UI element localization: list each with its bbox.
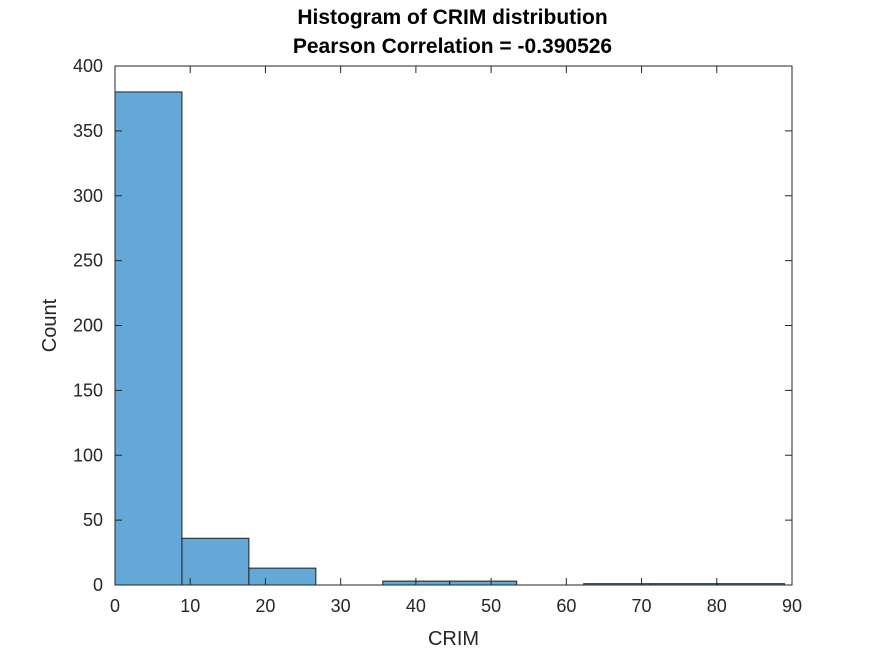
- x-tick-label: 90: [782, 596, 802, 616]
- histogram-bar: [181, 537, 250, 586]
- y-axis-label: Count: [39, 298, 61, 352]
- histogram-bar: [449, 580, 518, 586]
- y-tick-label: 50: [83, 510, 103, 530]
- x-tick-label: 20: [255, 596, 275, 616]
- chart-subtitle: Pearson Correlation = -0.390526: [292, 35, 613, 58]
- x-tick-label: 60: [556, 596, 576, 616]
- x-tick-label: 0: [110, 596, 120, 616]
- x-tick-label: 80: [707, 596, 727, 616]
- chart-title: Histogram of CRIM distribution: [297, 6, 608, 29]
- y-tick-label: 300: [73, 186, 103, 206]
- y-tick-label: 0: [93, 575, 103, 595]
- x-tick-label: 10: [180, 596, 200, 616]
- axes-box: [114, 65, 793, 586]
- y-tick-label: 200: [73, 316, 103, 336]
- histogram-bar: [248, 567, 317, 586]
- histogram-bar: [114, 91, 183, 586]
- y-tick-label: 350: [73, 121, 103, 141]
- bars-layer: [114, 91, 785, 586]
- x-tick-label: 30: [331, 596, 351, 616]
- x-tick-label: 50: [481, 596, 501, 616]
- x-tick-label: 70: [632, 596, 652, 616]
- y-tick-label: 250: [73, 251, 103, 271]
- x-axis-label: CRIM: [428, 628, 479, 650]
- x-tick-label: 40: [406, 596, 426, 616]
- ticks-layer: 0 10 20 30 40 50 60 70 80 90 0 50 100 150 200 250 300 350…: [73, 56, 802, 616]
- y-tick-label: 400: [73, 56, 103, 76]
- y-tick-label: 150: [73, 380, 103, 400]
- y-tick-label: 100: [73, 445, 103, 465]
